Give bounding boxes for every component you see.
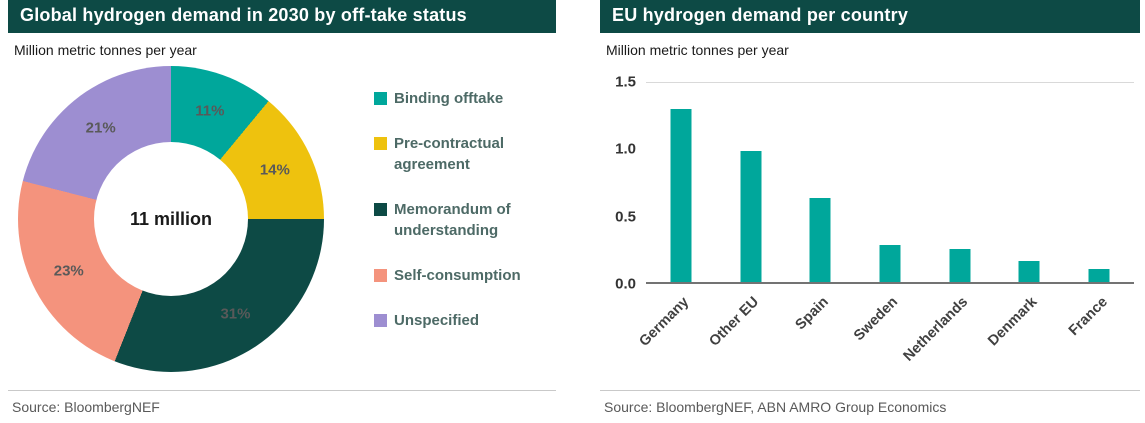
source-note-left: Source: BloombergNEF xyxy=(8,390,556,421)
x-tick-label: Netherlands xyxy=(900,294,972,365)
bar xyxy=(809,198,831,282)
slice-label: 21% xyxy=(85,119,116,137)
bar xyxy=(1018,260,1040,282)
source-note-right: Source: BloombergNEF, ABN AMRO Group Eco… xyxy=(600,390,1140,421)
bar-chart-panel: EU hydrogen demand per country Million m… xyxy=(600,0,1140,423)
legend-label: Binding offtake xyxy=(394,90,504,107)
legend-label: Self-consumption xyxy=(394,267,521,284)
donut-units-label: Million metric tonnes per year xyxy=(14,42,197,58)
legend-swatch xyxy=(374,314,387,327)
legend-item: Self-consumption xyxy=(374,265,552,286)
donut-center-label: 11 million xyxy=(129,208,213,229)
legend-label: Memorandum of understanding xyxy=(394,201,511,239)
legend-swatch xyxy=(374,203,387,216)
x-tick-label: Spain xyxy=(792,294,832,334)
legend-item: Unspecified xyxy=(374,310,552,331)
bar xyxy=(740,151,762,282)
bar-column: Spain xyxy=(785,82,855,333)
slice-label: 11% xyxy=(195,102,225,120)
y-axis: 0.0 0.5 1.0 1.5 xyxy=(602,74,646,293)
donut-chart-panel: Global hydrogen demand in 2030 by off-ta… xyxy=(8,0,556,423)
legend-item: Binding offtake xyxy=(374,88,552,109)
bar xyxy=(949,248,971,282)
y-tick-label: 1.5 xyxy=(615,73,636,91)
slice-label: 14% xyxy=(259,161,290,179)
legend-label: Unspecified xyxy=(394,312,480,329)
legend-label: Pre-contractual agreement xyxy=(394,135,505,173)
bar-units-label: Million metric tonnes per year xyxy=(606,42,789,58)
x-tick-label: France xyxy=(1065,294,1111,339)
bar-chart-title: EU hydrogen demand per country xyxy=(600,0,1140,33)
legend-swatch xyxy=(374,92,387,105)
legend-swatch xyxy=(374,137,387,150)
legend: Binding offtake Pre-contractual agreement… xyxy=(374,88,552,331)
legend-item: Pre-contractual agreement xyxy=(374,133,552,175)
donut-hole: 11 million xyxy=(94,142,248,296)
bar-plot: Germany Other EU Spain Sweden Netherlands Den… xyxy=(636,82,1134,365)
x-tick-label: Denmark xyxy=(985,294,1041,350)
x-tick-label: Germany xyxy=(636,294,693,350)
bar xyxy=(670,108,692,282)
x-tick-label: Other EU xyxy=(706,294,762,350)
bar-chart: 0.0 0.5 1.0 1.5 Germany Other EU Spain Sweden N… xyxy=(602,74,1134,365)
y-tick-label: 1.0 xyxy=(615,140,636,158)
bar-column: Denmark xyxy=(986,82,1065,349)
bar-column: Germany xyxy=(636,82,716,350)
bar-column: Sweden xyxy=(851,82,925,344)
bar-column: France xyxy=(1064,82,1134,339)
slice-label: 31% xyxy=(220,305,251,323)
donut-chart-title: Global hydrogen demand in 2030 by off-ta… xyxy=(8,0,556,33)
y-tick-label: 0.0 xyxy=(615,275,636,293)
slice-label: 23% xyxy=(53,262,84,280)
y-tick-label: 0.5 xyxy=(615,208,636,226)
bar xyxy=(1088,268,1110,282)
bar-column: Other EU xyxy=(706,82,786,350)
legend-item: Memorandum of understanding xyxy=(374,199,552,241)
legend-swatch xyxy=(374,269,387,282)
bar xyxy=(879,244,901,282)
donut-chart: 11 million 11% 14% 31% 23% 21% xyxy=(18,66,324,372)
x-tick-label: Sweden xyxy=(851,294,902,345)
bar-column: Netherlands xyxy=(900,82,995,365)
